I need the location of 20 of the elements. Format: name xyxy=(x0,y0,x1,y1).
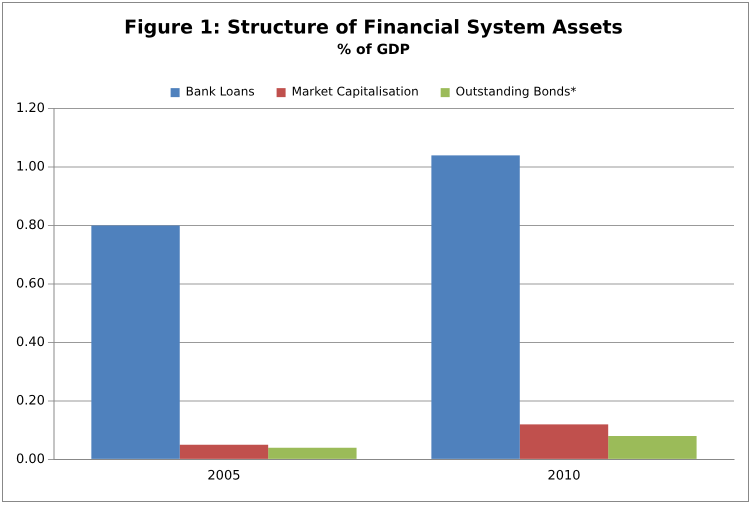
bar xyxy=(431,155,520,459)
bar xyxy=(608,436,697,459)
legend-label: Outstanding Bonds* xyxy=(456,84,576,99)
y-tick-label: 0.80 xyxy=(16,218,45,233)
bar xyxy=(268,448,357,459)
y-tick-label: 0.60 xyxy=(16,276,45,292)
y-tick-label: 1.20 xyxy=(16,100,45,116)
bar xyxy=(180,444,268,459)
x-tick-label: 2005 xyxy=(207,468,241,484)
y-tick-label: 1.00 xyxy=(16,159,45,174)
chart-subtitle: % of GDP xyxy=(337,42,410,58)
x-tick-label: 2010 xyxy=(547,468,581,484)
y-tick-label: 0.40 xyxy=(16,334,45,350)
y-tick-label: 0.00 xyxy=(16,452,45,467)
legend-label: Market Capitalisation xyxy=(292,84,419,99)
legend-label: Bank Loans xyxy=(186,84,255,99)
y-tick-label: 0.20 xyxy=(16,393,45,408)
bar xyxy=(520,424,608,459)
bar xyxy=(91,226,180,459)
chart-title: Figure 1: Structure of Financial System Assets xyxy=(124,16,623,38)
